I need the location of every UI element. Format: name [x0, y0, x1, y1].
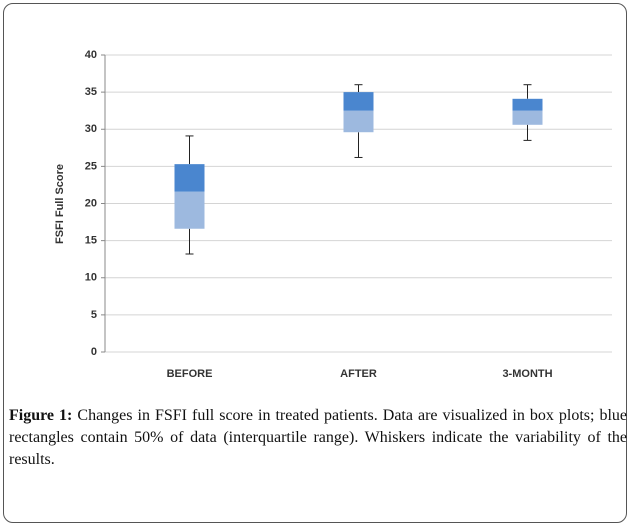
y-tick-label: 5	[91, 309, 97, 321]
caption: Figure 1: Changes in FSFI full score in …	[9, 405, 627, 471]
y-tick-label: 30	[85, 123, 97, 135]
box-upper	[512, 98, 543, 111]
box-lower	[512, 110, 543, 125]
x-tick-label: BEFORE	[167, 368, 213, 380]
y-tick-label: 15	[85, 235, 97, 247]
box-upper	[174, 164, 205, 192]
y-tick-label: 20	[85, 197, 97, 209]
caption-text: Changes in FSFI full score in treated pa…	[9, 407, 628, 468]
y-tick-label: 10	[85, 272, 97, 284]
y-tick-label: 25	[85, 160, 97, 172]
box-lower	[174, 191, 205, 229]
box-upper	[343, 92, 374, 111]
y-axis-label: FSFI Full Score	[54, 164, 66, 244]
x-tick-label: 3-MONTH	[502, 368, 552, 380]
x-tick-label: AFTER	[340, 368, 377, 380]
y-tick-label: 0	[91, 346, 97, 358]
y-tick-label: 40	[85, 49, 97, 61]
chart: FSFI Full Score 0 5 10 15 20 25 30 35 40 BEFORE AF…	[54, 49, 612, 380]
caption-label: Figure 1:	[9, 407, 73, 424]
y-tick-label: 35	[85, 86, 97, 98]
figure-frame	[3, 3, 627, 523]
box-lower	[343, 110, 374, 133]
